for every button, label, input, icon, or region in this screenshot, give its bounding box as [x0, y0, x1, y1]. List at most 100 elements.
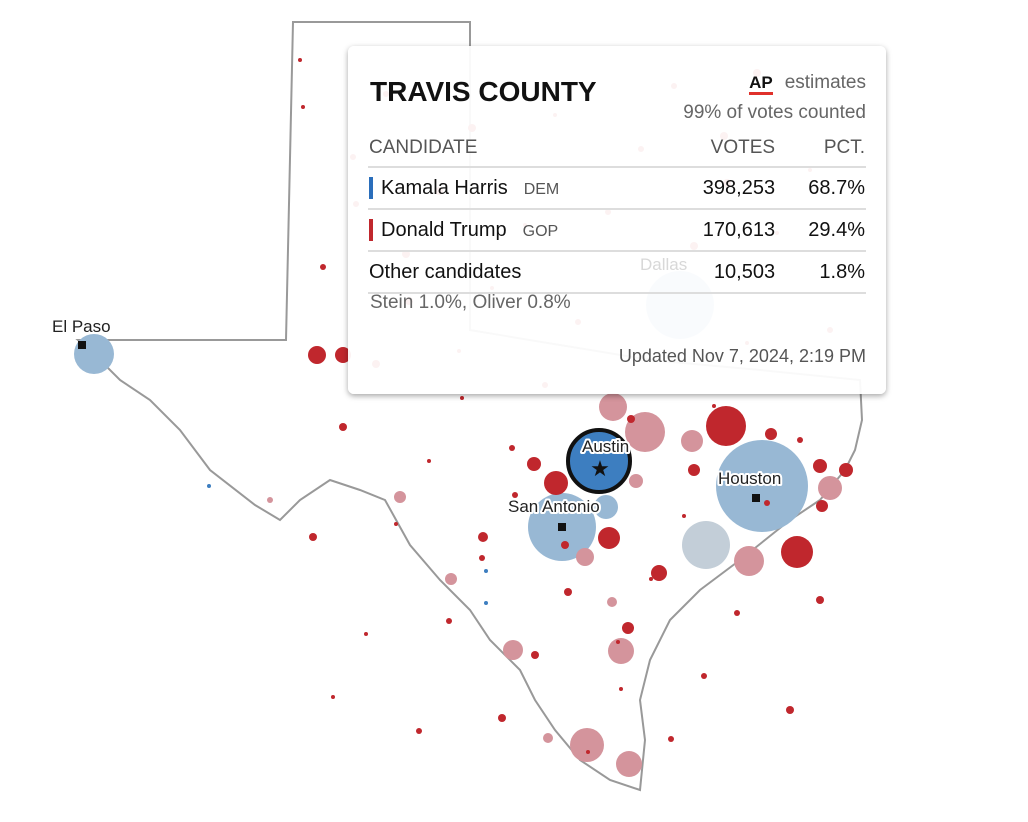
county-vote-circle[interactable] [207, 484, 211, 488]
pct: 1.8% [776, 251, 866, 294]
texas-outline [75, 21, 864, 792]
county-vote-circle[interactable] [701, 673, 707, 679]
county-vote-circle[interactable] [818, 476, 842, 500]
votes: 398,253 [662, 167, 777, 210]
county-vote-circle[interactable] [74, 334, 114, 374]
county-vote-circle[interactable] [839, 463, 853, 477]
header-candidate: CANDIDATE [368, 130, 663, 168]
candidate-name: Donald Trump [381, 218, 507, 241]
county-vote-circle[interactable] [543, 733, 553, 743]
county-vote-circle[interactable] [335, 347, 351, 363]
party-color-bar [369, 177, 373, 200]
county-vote-circle[interactable] [786, 706, 794, 714]
county-vote-circle[interactable] [608, 638, 634, 664]
county-vote-circle[interactable] [512, 492, 518, 498]
county-vote-circle[interactable] [301, 105, 305, 109]
county-vote-circle[interactable] [599, 393, 627, 421]
others-note: Stein 1.0%, Oliver 0.8% [370, 292, 571, 313]
county-vote-circle[interactable] [561, 541, 569, 549]
votes: 10,503 [662, 251, 777, 294]
county-vote-circle[interactable] [267, 497, 273, 503]
source-info: AP estimates 99% of votes counted [683, 68, 866, 128]
county-vote-circle[interactable] [309, 533, 317, 541]
county-vote-circle[interactable] [308, 346, 326, 364]
table-row: Donald Trump GOP 170,613 29.4% [368, 209, 866, 252]
county-vote-circle[interactable] [298, 58, 302, 62]
county-vote-circle[interactable] [682, 514, 686, 518]
county-vote-circle[interactable] [576, 548, 594, 566]
county-vote-circle[interactable] [816, 596, 824, 604]
county-vote-circle[interactable] [331, 695, 335, 699]
county-vote-circle[interactable] [616, 640, 620, 644]
county-vote-circle[interactable] [594, 495, 618, 519]
county-vote-circle[interactable] [427, 459, 431, 463]
header-pct: PCT. [776, 130, 866, 168]
city-label-san-antonio: San Antonio [508, 497, 600, 516]
county-vote-circle[interactable] [712, 404, 716, 408]
county-vote-circle[interactable] [649, 577, 653, 581]
city-label-dallas: Dallas [640, 255, 688, 274]
county-vote-circle[interactable] [668, 736, 674, 742]
county-vote-circle[interactable] [598, 527, 620, 549]
county-vote-circle[interactable] [627, 415, 635, 423]
results-table: CANDIDATE VOTES PCT. Kamala Harris DEM 398,2… [368, 130, 866, 294]
table-row: Other candidates 10,503 1.8% [368, 251, 866, 294]
county-vote-circle[interactable] [364, 632, 368, 636]
pct: 68.7% [776, 167, 866, 210]
county-vote-circle[interactable] [320, 264, 326, 270]
county-vote-circle[interactable] [509, 445, 515, 451]
county-vote-circle[interactable] [651, 565, 667, 581]
updated-timestamp: Updated Nov 7, 2024, 2:19 PM [618, 346, 866, 366]
county-vote-circle[interactable] [478, 532, 488, 542]
county-vote-circle[interactable] [619, 687, 623, 691]
county-vote-circle[interactable] [797, 437, 803, 443]
county-vote-circle[interactable] [484, 601, 488, 605]
county-vote-circle[interactable] [460, 396, 464, 400]
county-vote-circle[interactable] [544, 471, 568, 495]
county-vote-circle[interactable] [339, 423, 347, 431]
star-icon: ★ [590, 456, 610, 481]
county-vote-circle[interactable] [484, 569, 488, 573]
county-vote-circle[interactable] [498, 714, 506, 722]
party-label: GOP [522, 222, 559, 240]
county-vote-circle[interactable] [781, 536, 813, 568]
county-vote-circle[interactable] [682, 521, 730, 569]
county-vote-circle[interactable] [813, 459, 827, 473]
county-vote-circle[interactable] [816, 500, 828, 512]
county-vote-circle[interactable] [734, 546, 764, 576]
county-vote-circle[interactable] [622, 622, 634, 634]
county-vote-circle[interactable] [503, 640, 523, 660]
county-vote-circle[interactable] [734, 610, 740, 616]
county-vote-circle[interactable] [706, 406, 746, 446]
county-vote-circle[interactable] [586, 750, 590, 754]
table-row: Kamala Harris DEM 398,253 68.7% [368, 167, 866, 210]
houston-marker: Houston [716, 467, 783, 502]
pct: 29.4% [776, 209, 866, 252]
county-vote-circle[interactable] [716, 440, 808, 532]
county-vote-circle[interactable] [394, 522, 398, 526]
san-antonio-marker: San Antonio [506, 495, 602, 531]
county-vote-circle[interactable] [688, 464, 700, 476]
austin-marker[interactable]: ★ Austin [566, 428, 632, 494]
county-vote-circle[interactable] [564, 588, 572, 596]
county-vote-circle[interactable] [765, 428, 777, 440]
county-vote-circle[interactable] [570, 728, 604, 762]
votes: 170,613 [662, 209, 777, 252]
county-vote-circle[interactable] [394, 491, 406, 503]
county-vote-circle[interactable] [527, 457, 541, 471]
county-vote-circle[interactable] [616, 751, 642, 777]
county-vote-circle[interactable] [445, 573, 457, 585]
county-vote-circle[interactable] [764, 500, 770, 506]
candidate-name: Kamala Harris [381, 176, 508, 199]
votes-counted: 99% of votes counted [683, 102, 866, 123]
county-vote-circle[interactable] [479, 555, 485, 561]
county-vote-circle[interactable] [681, 430, 703, 452]
county-tooltip: TRAVIS COUNTY AP estimates 99% of votes c… [348, 46, 886, 394]
county-vote-circle[interactable] [607, 597, 617, 607]
county-vote-circle[interactable] [629, 474, 643, 488]
county-vote-circle[interactable] [416, 728, 422, 734]
county-vote-circle[interactable] [625, 412, 665, 452]
county-vote-circle[interactable] [531, 651, 539, 659]
county-vote-circle[interactable] [446, 618, 452, 624]
